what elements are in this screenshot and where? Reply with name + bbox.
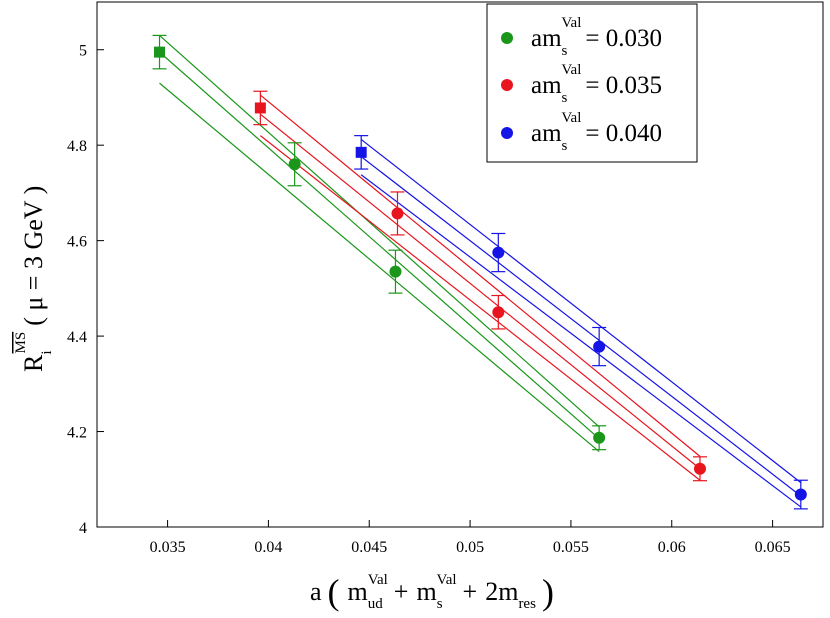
data-point-0.030	[288, 158, 301, 171]
axis-ticks: 0.035 0.04 0.045 0.05 0.055 0.06 0.065 4 4.2 4.4 4…	[67, 43, 791, 556]
legend-sub-0040: s	[562, 138, 568, 154]
x-tick-label: 0.045	[351, 539, 387, 556]
legend-marker-0035	[501, 79, 513, 91]
legend-box	[486, 3, 698, 163]
data-point-0.040	[593, 340, 606, 353]
svg-text:amsVal= 0.030: ams Val= 0.030	[531, 15, 662, 59]
fit-line-0.035	[259, 94, 701, 457]
x-title-term2: m	[416, 577, 436, 606]
y-title-sub: i	[39, 350, 55, 354]
plot-frame	[96, 1, 824, 528]
x-title-plus1: +	[394, 577, 409, 606]
legend-sup-0030: Val	[561, 15, 581, 31]
legend-entry-0030: ams Val= 0.030	[501, 15, 662, 59]
x-title-close: )	[542, 572, 554, 612]
legend-marker-0030	[501, 32, 513, 44]
legend-value-0035: = 0.035	[585, 72, 662, 99]
legend-sub-0030: s	[562, 43, 568, 59]
data-points	[154, 46, 807, 501]
data-point-0.040	[492, 246, 505, 259]
y-tick-label: 5	[79, 43, 87, 60]
fit-line-0.030	[159, 82, 600, 453]
y-tick-label: 4	[79, 520, 87, 537]
data-point-0.030	[593, 431, 606, 444]
legend-label-0030: am	[531, 25, 562, 52]
y-tick-label: 4.8	[67, 138, 87, 155]
legend-label-0035: am	[531, 72, 562, 99]
x-title-term2-sub: s	[437, 596, 443, 612]
data-point-0.035	[693, 462, 706, 475]
x-title-prefix: a	[310, 577, 322, 606]
x-title-term1-sup: Val	[368, 572, 388, 588]
x-title-plus2: +	[463, 577, 478, 606]
y-title-main: R	[19, 354, 48, 372]
y-tick-label: 4.6	[67, 234, 87, 251]
y-title-sup: MS	[13, 332, 29, 354]
data-point-0.035	[391, 207, 404, 220]
legend-entry-0040: ams Val= 0.040	[501, 110, 662, 154]
x-tick-label: 0.065	[755, 539, 791, 556]
y-axis-title: Ri MS ( μ = 3 GeV )	[13, 186, 55, 372]
x-title-term3-sub: res	[518, 596, 536, 612]
data-point-square-0.040	[355, 146, 367, 158]
svg-text:amsVal= 0.040: ams Val= 0.040	[531, 110, 662, 154]
legend: amsVal= 0.030 amsVal= 0.035 amsVal= 0.04…	[486, 3, 698, 163]
legend-value-0040: = 0.040	[585, 120, 662, 147]
x-title-term3: 2m	[485, 577, 518, 606]
data-point-square-0.035	[254, 102, 266, 114]
legend-sup-0035: Val	[561, 62, 581, 78]
fit-line-0.035	[259, 135, 701, 481]
x-tick-label: 0.055	[553, 539, 589, 556]
x-axis-title: a(mudVal + msVal +2mres)	[310, 572, 554, 612]
x-tick-label: 0.06	[658, 539, 686, 556]
y-title-paren: ( μ = 3 GeV )	[19, 186, 48, 326]
x-tick-label: 0.04	[254, 539, 282, 556]
data-point-0.035	[492, 306, 505, 319]
svg-text:a(mudVal+msVal+2mres): a(mudVal + msVal +2mres)	[310, 572, 554, 612]
fit-line-0.030	[159, 51, 600, 440]
fit-line-0.040	[360, 156, 802, 497]
svg-text:amsVal= 0.035: ams Val= 0.035	[531, 62, 662, 106]
x-title-term1: m	[348, 577, 368, 606]
y-tick-label: 4.4	[67, 329, 87, 346]
legend-value-0030: = 0.030	[585, 25, 662, 52]
y-tick-label: 4.2	[67, 425, 87, 442]
x-tick-label: 0.035	[150, 539, 186, 556]
fit-lines	[159, 34, 802, 508]
plot-area-border	[96, 1, 824, 528]
x-title-open: (	[328, 572, 340, 612]
legend-label-0040: am	[531, 120, 562, 147]
legend-marker-0040	[501, 127, 513, 139]
legend-entry-0035: ams Val= 0.035	[501, 62, 662, 106]
data-point-square-0.030	[154, 46, 166, 58]
svg-text:RiMS( μ = 3 GeV ): Ri MS ( μ = 3 GeV )	[13, 186, 55, 372]
data-point-0.030	[389, 265, 402, 278]
legend-sub-0035: s	[562, 90, 568, 106]
x-title-term2-sup: Val	[437, 572, 457, 588]
data-point-0.040	[794, 488, 807, 501]
x-tick-label: 0.05	[456, 539, 484, 556]
fit-line-0.040	[360, 138, 802, 484]
x-title-term1-sub: ud	[368, 596, 384, 612]
fit-line-0.035	[259, 113, 701, 470]
legend-sup-0040: Val	[561, 110, 581, 126]
fit-line-0.040	[360, 174, 802, 508]
fit-line-0.030	[159, 34, 600, 428]
